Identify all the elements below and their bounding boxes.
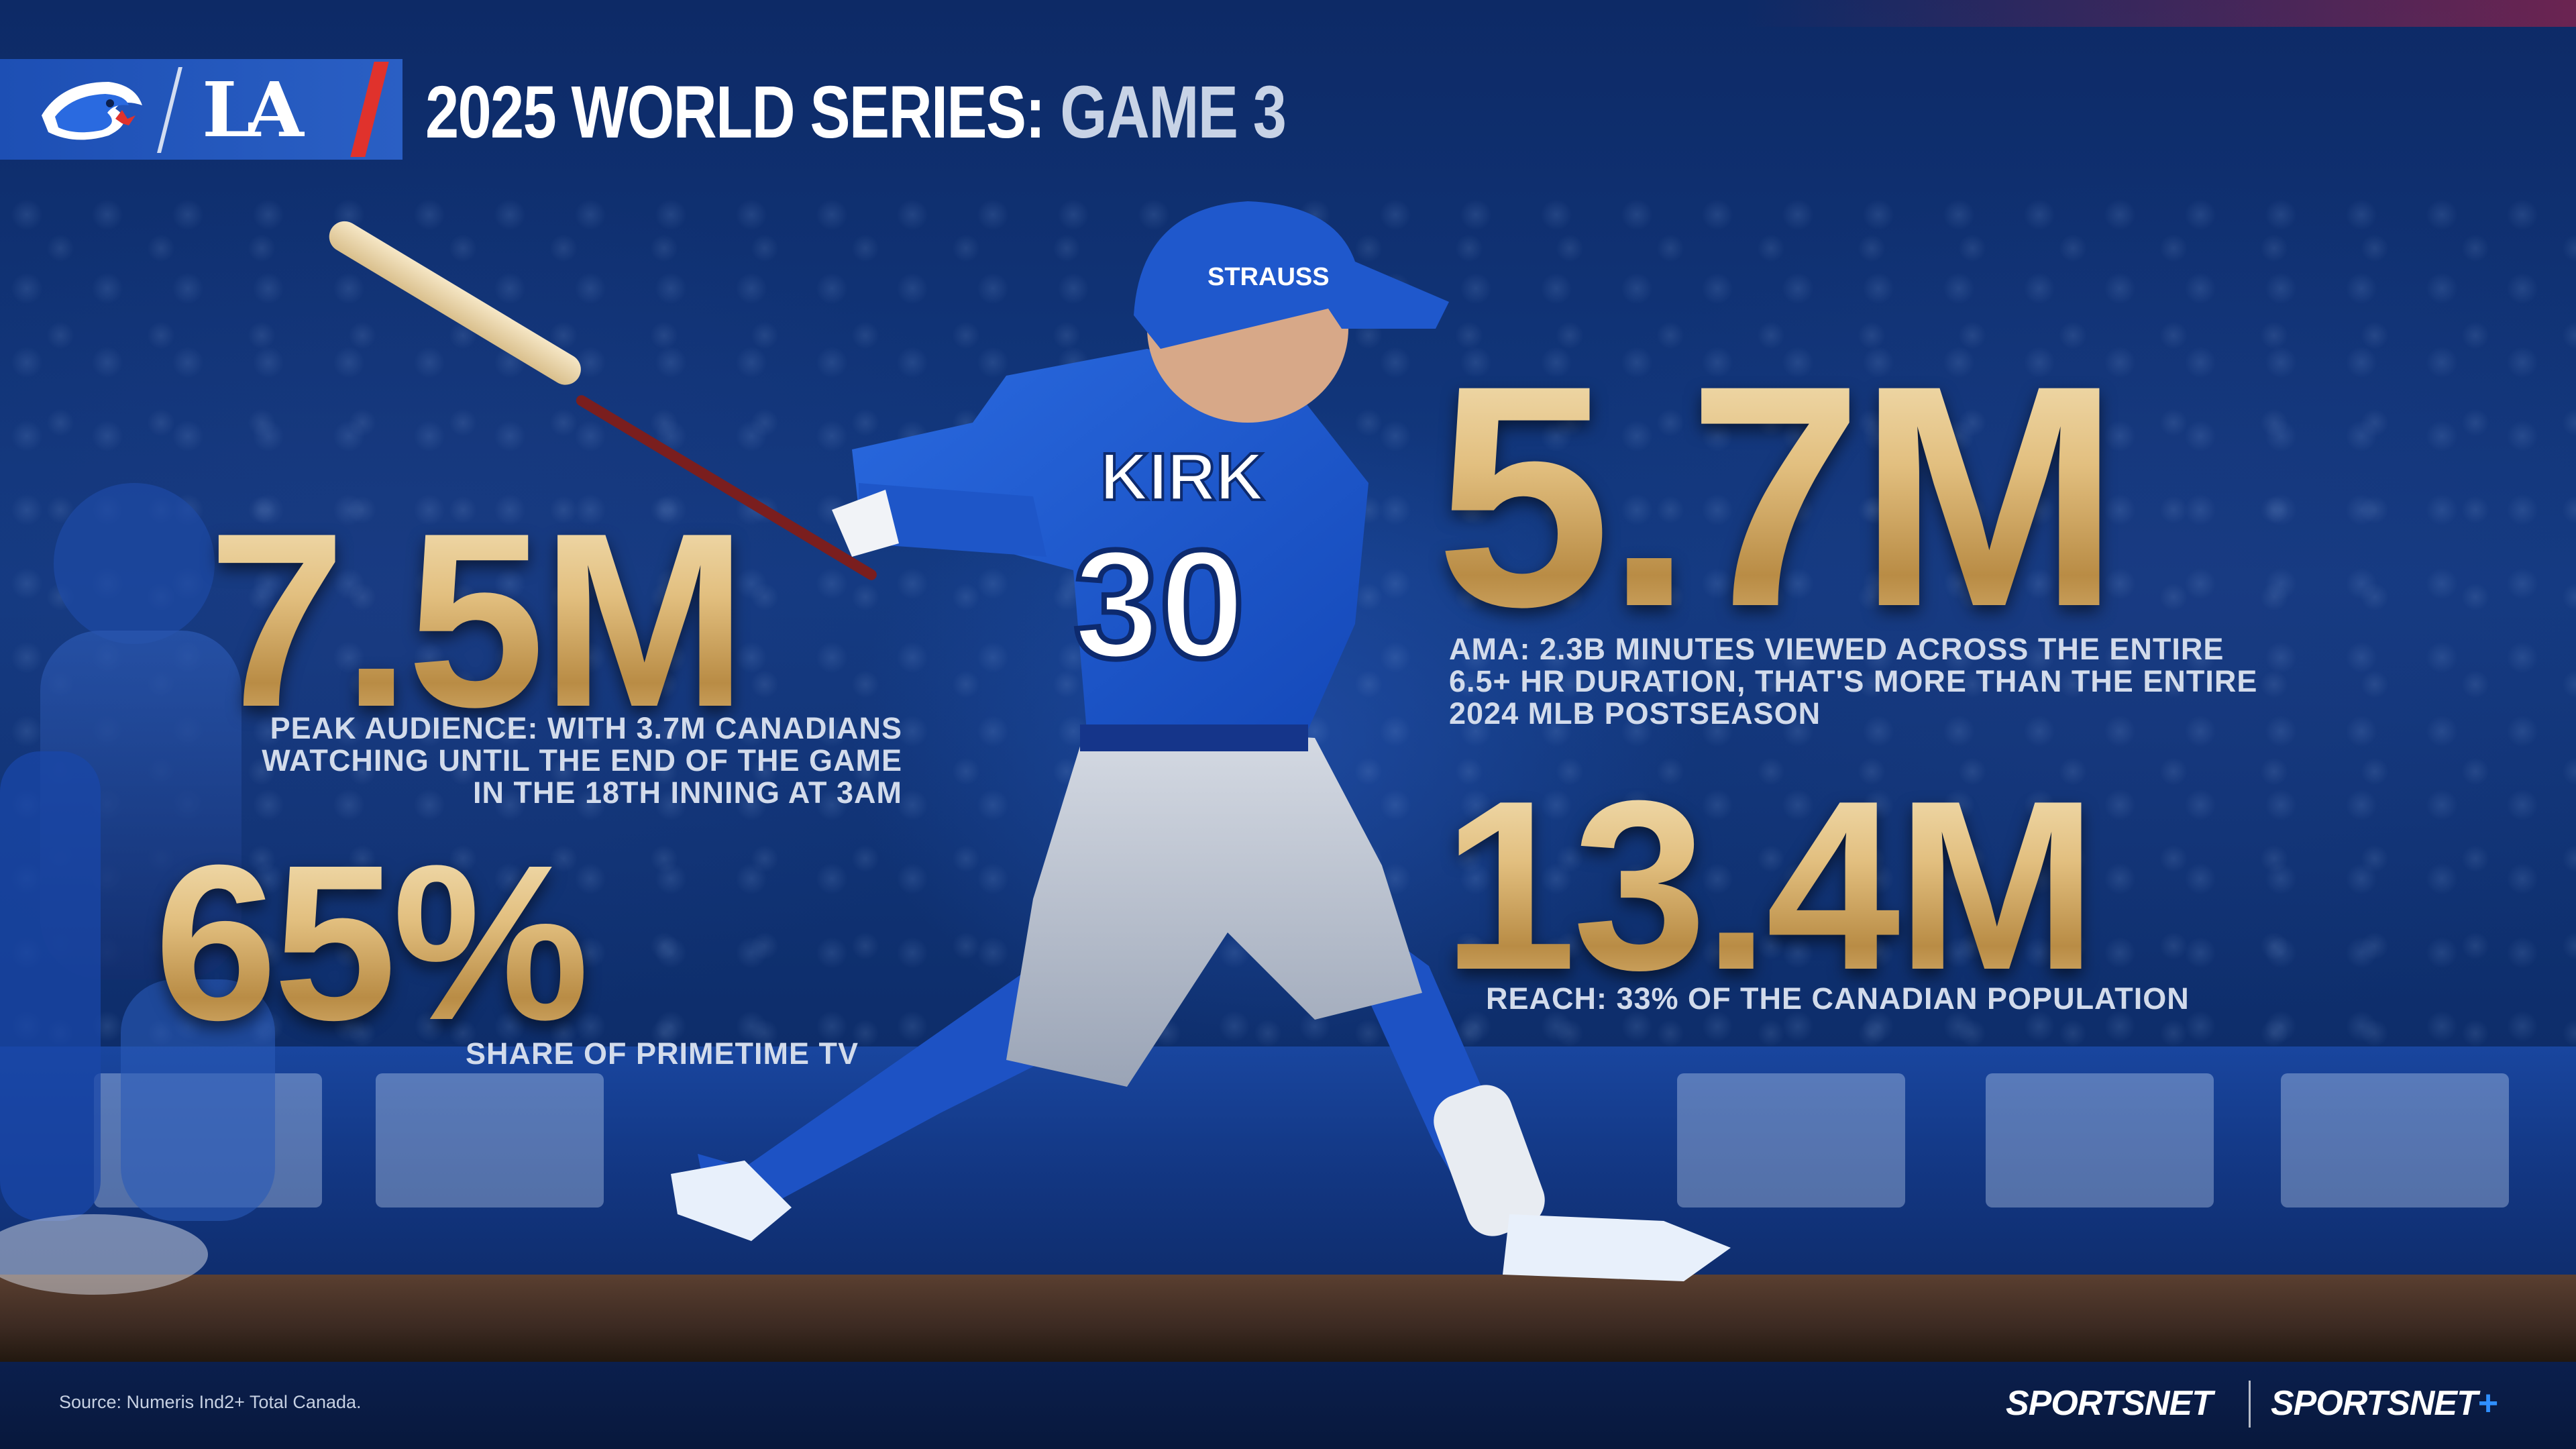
description-line: PEAK AUDIENCE: WITH 3.7M CANADIANS [270, 711, 902, 745]
peak-audience-description: PEAK AUDIENCE: WITH 3.7M CANADIANS WATCH… [101, 712, 902, 809]
catcher-figure [0, 483, 275, 1295]
sportsnet-plus-text: SPORTSNET [2271, 1384, 2478, 1423]
jersey-name: KIRK [1100, 439, 1264, 515]
wall-panel [376, 1073, 604, 1208]
infield-dirt [0, 1275, 2576, 1362]
description-line: 2024 MLB POSTSEASON [1449, 696, 1821, 731]
logo-divider [2249, 1381, 2251, 1428]
description-line: 6.5+ HR DURATION, THAT'S MORE THAN THE E… [1449, 664, 2258, 698]
reach-description: REACH: 33% OF THE CANADIAN POPULATION [1486, 981, 2190, 1016]
footer-bar [0, 1362, 2576, 1449]
page-title: 2025 WORLD SERIES: GAME 3 [425, 66, 1287, 160]
reach-value: 13.4M [1442, 751, 2098, 1020]
average-minute-audience-description: AMA: 2.3B MINUTES VIEWED ACROSS THE ENTI… [1449, 633, 2388, 730]
batter-figure: STRAUSS KIRK 30 [671, 201, 1731, 1281]
plus-icon: + [2477, 1384, 2498, 1423]
description-line: IN THE 18TH INNING AT 3AM [472, 775, 902, 810]
title-main: 2025 WORLD SERIES: [425, 71, 1045, 154]
sportsnet-logo: SPORTSNET [2006, 1384, 2213, 1423]
peak-audience-value: 7.5M [208, 482, 748, 759]
wall-panel [1986, 1073, 2214, 1208]
jersey-number: 30 [1073, 518, 1245, 690]
dodgers-logo-icon: LA [202, 66, 304, 154]
wall-panel [2281, 1073, 2509, 1208]
sportsnet-plus-logo: SPORTSNET+ [2271, 1383, 2498, 1424]
source-note: Source: Numeris Ind2+ Total Canada. [59, 1392, 362, 1412]
wall-panel [1677, 1073, 1905, 1208]
title-game: GAME 3 [1060, 71, 1287, 154]
helmet-text: STRAUSS [1208, 263, 1330, 291]
description-line: AMA: 2.3B MINUTES VIEWED ACROSS THE ENTI… [1449, 632, 2224, 666]
top-glow [1744, 0, 2576, 27]
primetime-share-description: SHARE OF PRIMETIME TV [465, 1036, 859, 1071]
outfield-wall [0, 1046, 2576, 1288]
primetime-share-value: 65% [154, 818, 589, 1066]
blue-jays-logo-icon [42, 82, 142, 140]
average-minute-audience-value: 5.7M [1436, 320, 2121, 672]
description-line: WATCHING UNTIL THE END OF THE GAME [262, 743, 902, 777]
